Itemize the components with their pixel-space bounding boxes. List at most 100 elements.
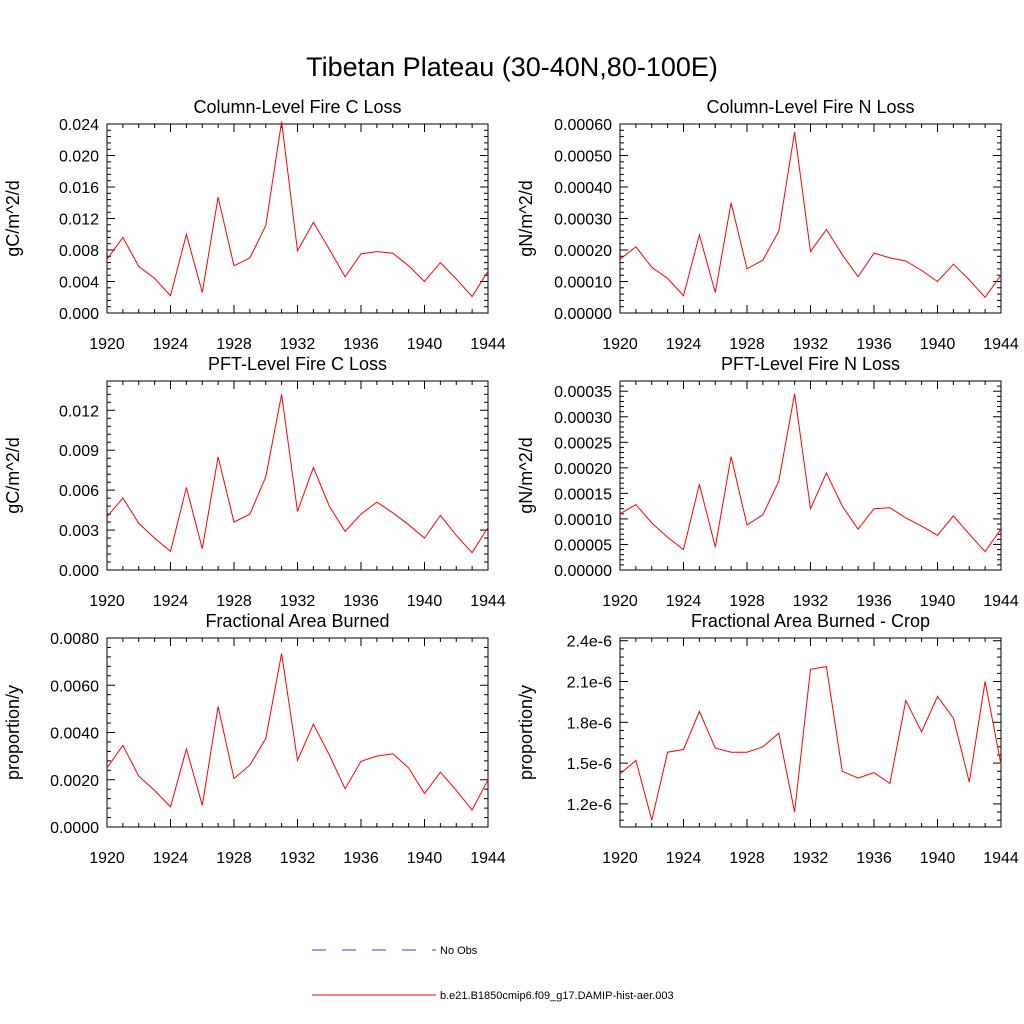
x-tick-label: 1932 xyxy=(793,336,829,353)
y-tick-label: 0.00005 xyxy=(554,537,612,554)
panel-title: PFT-Level Fire C Loss xyxy=(208,354,387,374)
y-tick-label: 1.8e-6 xyxy=(567,715,612,732)
y-tick-label: 0.006 xyxy=(59,483,99,500)
chart-panel-3: PFT-Level Fire C Loss gC/m^2/d 1920 1924 192… xyxy=(3,354,506,610)
y-axis-label: proportion/y xyxy=(3,685,23,780)
chart-panel-2: Column-Level Fire N Loss gN/m^2/d 1920 1924… xyxy=(516,97,1019,353)
panel-title: Column-Level Fire N Loss xyxy=(706,97,914,117)
y-tick-label: 1.5e-6 xyxy=(567,756,612,773)
panel-title: PFT-Level Fire N Loss xyxy=(721,354,900,374)
x-tick-label: 1920 xyxy=(602,336,638,353)
y-tick-label: 0.008 xyxy=(59,243,99,260)
x-tick-label: 1940 xyxy=(407,850,443,867)
y-tick-label: 0.00060 xyxy=(554,117,612,134)
panels-group: Column-Level Fire C Loss gC/m^2/d 1920 1924… xyxy=(3,97,1019,867)
y-tick-label: 1.2e-6 xyxy=(567,797,612,814)
y-tick-label: 0.00000 xyxy=(554,306,612,323)
y-tick-label: 0.00040 xyxy=(554,180,612,197)
series-line xyxy=(106,653,489,811)
series-line xyxy=(106,394,489,554)
x-tick-label: 1924 xyxy=(666,336,702,353)
y-tick-label: 0.00010 xyxy=(554,275,612,292)
y-axis-label: gN/m^2/d xyxy=(516,437,536,513)
series-line xyxy=(619,393,1002,553)
x-tick-label: 1940 xyxy=(920,850,956,867)
y-tick-label: 0.00020 xyxy=(554,243,612,260)
legend: No Obs b.e21.B1850cmip6.f09_g17.DAMIP-his… xyxy=(312,945,674,1002)
x-tick-label: 1924 xyxy=(666,850,702,867)
y-tick-label: 0.003 xyxy=(59,523,99,540)
y-tick-label: 0.009 xyxy=(59,443,99,460)
plot-frame xyxy=(619,123,1002,314)
y-axis-label: gC/m^2/d xyxy=(3,180,23,256)
panel-title: Fractional Area Burned xyxy=(205,611,389,631)
x-tick-label: 1928 xyxy=(216,593,252,610)
x-tick-label: 1936 xyxy=(343,593,379,610)
x-tick-label: 1920 xyxy=(89,336,125,353)
x-tick-label: 1936 xyxy=(343,336,379,353)
y-tick-label: 0.00035 xyxy=(554,384,612,401)
x-tick-label: 1936 xyxy=(856,850,892,867)
y-axis-label: proportion/y xyxy=(516,685,536,780)
series-line xyxy=(619,666,1002,821)
y-tick-label: 0.0000 xyxy=(50,820,99,837)
x-tick-label: 1924 xyxy=(153,593,189,610)
y-tick-label: 0.0060 xyxy=(50,678,99,695)
x-tick-label: 1932 xyxy=(793,850,829,867)
y-tick-label: 0.0080 xyxy=(50,631,99,648)
y-tick-label: 0.00015 xyxy=(554,486,612,503)
y-tick-label: 0.00025 xyxy=(554,435,612,452)
y-tick-label: 0.004 xyxy=(59,275,99,292)
y-tick-label: 0.012 xyxy=(59,212,99,229)
x-tick-label: 1940 xyxy=(920,593,956,610)
x-tick-label: 1920 xyxy=(602,850,638,867)
y-axis-label: gN/m^2/d xyxy=(516,180,536,256)
x-tick-label: 1940 xyxy=(407,593,443,610)
legend-label-1: No Obs xyxy=(440,945,478,957)
panel-title: Fractional Area Burned - Crop xyxy=(691,611,930,631)
x-tick-label: 1932 xyxy=(280,336,316,353)
x-tick-label: 1932 xyxy=(793,593,829,610)
x-tick-label: 1928 xyxy=(216,336,252,353)
figure-title: Tibetan Plateau (30-40N,80-100E) xyxy=(306,52,718,82)
plot-frame xyxy=(619,380,1002,571)
chart-panel-6: Fractional Area Burned - Crop proportion/… xyxy=(516,611,1019,867)
chart-panel-1: Column-Level Fire C Loss gC/m^2/d 1920 1924… xyxy=(3,97,506,353)
plot-frame xyxy=(619,637,1002,828)
y-tick-label: 0.020 xyxy=(59,149,99,166)
x-tick-label: 1920 xyxy=(602,593,638,610)
x-tick-label: 1932 xyxy=(280,850,316,867)
legend-label-2: b.e21.B1850cmip6.f09_g17.DAMIP-hist-aer.… xyxy=(440,990,674,1002)
plot-frame xyxy=(106,637,489,828)
x-tick-label: 1920 xyxy=(89,593,125,610)
y-tick-label: 0.00020 xyxy=(554,461,612,478)
plot-frame xyxy=(106,380,489,571)
y-tick-label: 0.0020 xyxy=(50,773,99,790)
x-tick-label: 1944 xyxy=(983,593,1019,610)
x-tick-label: 1940 xyxy=(407,336,443,353)
x-tick-label: 1940 xyxy=(920,336,956,353)
x-tick-label: 1936 xyxy=(856,593,892,610)
series-line xyxy=(619,131,1002,299)
y-tick-label: 0.00030 xyxy=(554,212,612,229)
y-tick-label: 0.000 xyxy=(59,306,99,323)
x-tick-label: 1928 xyxy=(729,850,765,867)
y-tick-label: 2.1e-6 xyxy=(567,675,612,692)
y-tick-label: 0.012 xyxy=(59,403,99,420)
x-tick-label: 1944 xyxy=(983,336,1019,353)
x-tick-label: 1932 xyxy=(280,593,316,610)
x-tick-label: 1944 xyxy=(983,850,1019,867)
y-tick-label: 0.016 xyxy=(59,180,99,197)
x-tick-label: 1944 xyxy=(470,850,506,867)
chart-panel-5: Fractional Area Burned proportion/y 1920 19… xyxy=(3,611,506,867)
x-tick-label: 1924 xyxy=(666,593,702,610)
x-tick-label: 1944 xyxy=(470,593,506,610)
y-tick-label: 2.4e-6 xyxy=(567,634,612,651)
x-tick-label: 1928 xyxy=(729,336,765,353)
y-tick-label: 0.00030 xyxy=(554,410,612,427)
y-tick-label: 0.024 xyxy=(59,117,99,134)
x-tick-label: 1944 xyxy=(470,336,506,353)
plot-frame xyxy=(106,123,489,314)
y-tick-label: 0.00050 xyxy=(554,149,612,166)
